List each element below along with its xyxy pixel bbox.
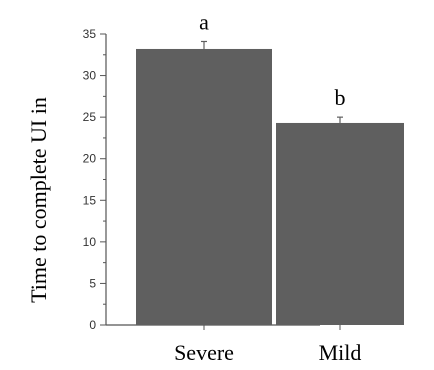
significance-label: b (335, 85, 346, 110)
y-tick-label: 5 (89, 276, 96, 290)
category-label: Severe (174, 340, 234, 365)
labels: 0 5 10 15 20 25 30 35 Severe a Mild b (83, 9, 362, 365)
y-tick-label: 0 (89, 318, 96, 332)
y-axis-label: Time to complete UI in (26, 97, 51, 303)
y-tick-label: 35 (83, 27, 97, 41)
y-tick-label: 10 (83, 235, 97, 249)
significance-label: a (199, 9, 209, 34)
y-tick-label: 30 (83, 69, 97, 83)
category-label: Mild (319, 340, 362, 365)
y-tick-label: 25 (83, 110, 97, 124)
y-tick-label: 20 (83, 152, 97, 166)
y-tick-label: 15 (83, 193, 97, 207)
bars (136, 40, 404, 326)
bar-severe (136, 48, 272, 326)
bar-mild (276, 122, 404, 325)
